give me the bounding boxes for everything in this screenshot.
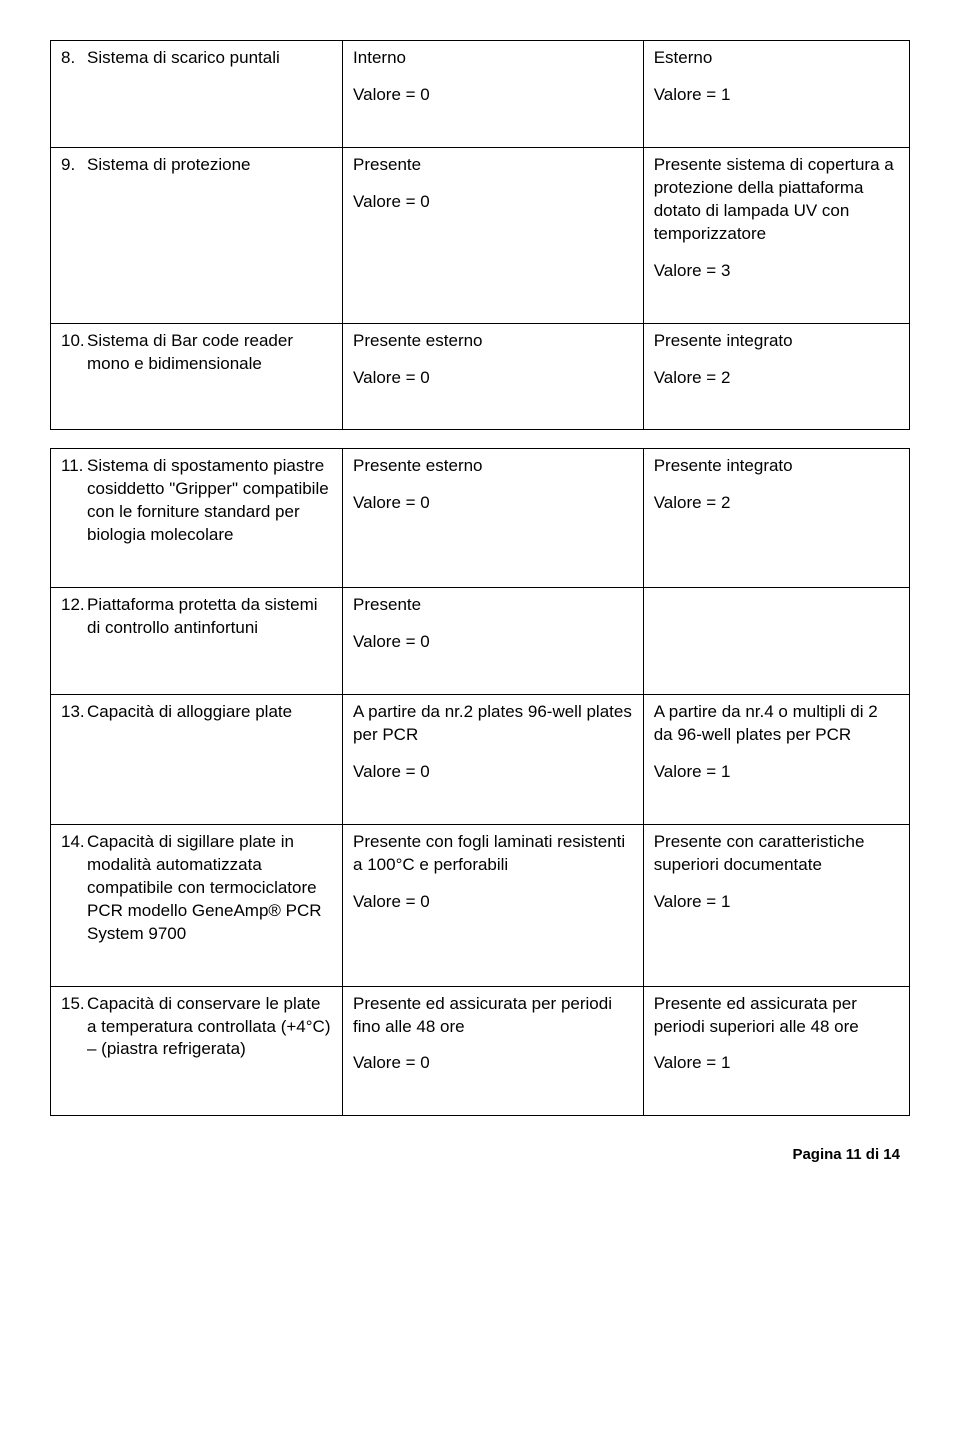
table-1: 8. Sistema di scarico puntali Interno Va…: [50, 40, 910, 430]
row-number: 13.: [61, 701, 87, 724]
row-label: Sistema di spostamento piastre cosiddett…: [87, 455, 332, 547]
table-row: 10. Sistema di Bar code reader mono e bi…: [51, 323, 910, 430]
cell-text: A partire da nr.2 plates 96-well plates …: [353, 701, 633, 747]
row-number: 8.: [61, 47, 87, 70]
cell-text: Presente sistema di copertura a protezio…: [654, 154, 899, 246]
cell-value: Valore = 0: [353, 492, 633, 515]
cell-value: Valore = 0: [353, 191, 633, 214]
cell-value: Valore = 2: [654, 492, 899, 515]
table-row: 9. Sistema di protezione Presente Valore…: [51, 147, 910, 323]
row-number: 10.: [61, 330, 87, 376]
row-number: 12.: [61, 594, 87, 640]
page-footer: Pagina 11 di 14: [50, 1146, 910, 1163]
cell-text: A partire da nr.4 o multipli di 2 da 96-…: [654, 701, 899, 747]
table-row: 15. Capacità di conservare le plate a te…: [51, 986, 910, 1116]
cell-text: Presente: [353, 594, 633, 617]
cell-text: Presente integrato: [654, 330, 899, 353]
cell-value: Valore = 0: [353, 891, 633, 914]
cell-value: Valore = 0: [353, 1052, 633, 1075]
cell-value: Valore = 1: [654, 84, 899, 107]
cell-value: Valore = 0: [353, 631, 633, 654]
cell-value: Valore = 1: [654, 891, 899, 914]
table-row: 13. Capacità di alloggiare plate A parti…: [51, 695, 910, 825]
cell-text: Esterno: [654, 47, 899, 70]
cell-text: Presente ed assicurata per periodi super…: [654, 993, 899, 1039]
cell-value: Valore = 1: [654, 761, 899, 784]
row-number: 11.: [61, 455, 87, 547]
row-label: Piattaforma protetta da sistemi di contr…: [87, 594, 332, 640]
row-label: Capacità di alloggiare plate: [87, 701, 332, 724]
row-number: 14.: [61, 831, 87, 946]
cell-value: Valore = 1: [654, 1052, 899, 1075]
cell-value: Valore = 0: [353, 84, 633, 107]
cell-value: Valore = 3: [654, 260, 899, 283]
cell-value: Valore = 0: [353, 367, 633, 390]
table-row: 14. Capacità di sigillare plate in modal…: [51, 824, 910, 986]
cell-text: Presente con caratteristiche superiori d…: [654, 831, 899, 877]
cell-text: Presente con fogli laminati resistenti a…: [353, 831, 633, 877]
row-label: Sistema di scarico puntali: [87, 47, 332, 70]
table-2: 11. Sistema di spostamento piastre cosid…: [50, 448, 910, 1116]
cell-text: Presente integrato: [654, 455, 899, 478]
row-label: Sistema di protezione: [87, 154, 332, 177]
table-row: 12. Piattaforma protetta da sistemi di c…: [51, 588, 910, 695]
cell-text: Presente esterno: [353, 455, 633, 478]
cell-value: Valore = 0: [353, 761, 633, 784]
cell-text: Presente ed assicurata per periodi fino …: [353, 993, 633, 1039]
row-number: 15.: [61, 993, 87, 1062]
table-row: 11. Sistema di spostamento piastre cosid…: [51, 449, 910, 588]
table-row: 8. Sistema di scarico puntali Interno Va…: [51, 41, 910, 148]
row-number: 9.: [61, 154, 87, 177]
row-label: Sistema di Bar code reader mono e bidime…: [87, 330, 332, 376]
row-label: Capacità di sigillare plate in modalità …: [87, 831, 332, 946]
cell-text: Presente esterno: [353, 330, 633, 353]
cell-text: Interno: [353, 47, 633, 70]
cell-value: Valore = 2: [654, 367, 899, 390]
row-label: Capacità di conservare le plate a temper…: [87, 993, 332, 1062]
cell-text: Presente: [353, 154, 633, 177]
